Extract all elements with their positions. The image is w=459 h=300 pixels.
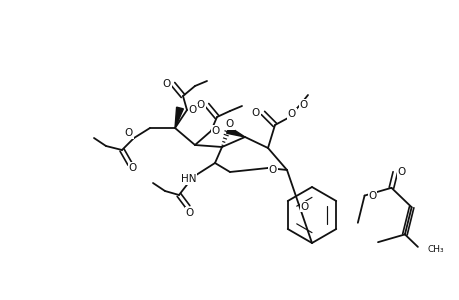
Polygon shape (174, 107, 183, 128)
Text: O: O (287, 109, 296, 119)
Polygon shape (226, 127, 245, 137)
Text: O: O (252, 108, 259, 118)
Text: O: O (212, 126, 220, 136)
Text: HN: HN (181, 174, 196, 184)
Text: O: O (124, 128, 133, 138)
Text: O: O (269, 165, 276, 175)
Text: O: O (189, 105, 197, 115)
Text: O: O (185, 208, 194, 218)
Text: O: O (162, 79, 171, 89)
Text: O: O (396, 167, 404, 177)
Text: O: O (225, 119, 234, 129)
Text: O: O (196, 100, 205, 110)
Text: O: O (299, 100, 308, 110)
Text: CH₃: CH₃ (427, 245, 443, 254)
Text: O: O (300, 202, 308, 212)
Text: O: O (368, 190, 376, 201)
Text: O: O (129, 163, 137, 173)
